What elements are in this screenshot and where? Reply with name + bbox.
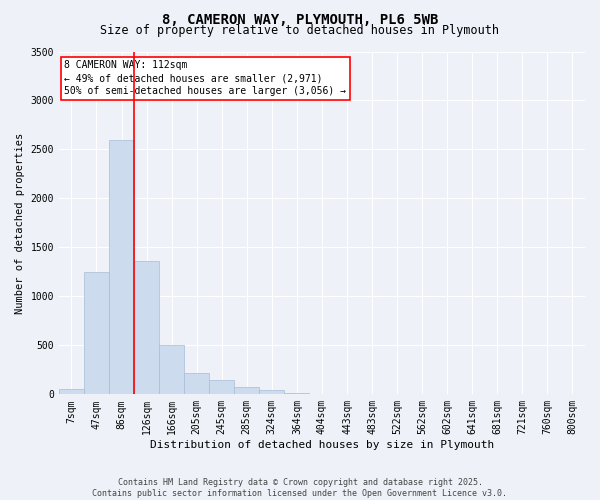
Bar [284,393,310,394]
Text: Contains HM Land Registry data © Crown copyright and database right 2025.
Contai: Contains HM Land Registry data © Crown c… [92,478,508,498]
Bar [84,272,109,394]
Bar [159,346,184,395]
X-axis label: Distribution of detached houses by size in Plymouth: Distribution of detached houses by size … [150,440,494,450]
Bar [59,389,84,394]
Bar [134,261,159,394]
Text: Size of property relative to detached houses in Plymouth: Size of property relative to detached ho… [101,24,499,37]
Bar [209,380,234,394]
Text: 8 CAMERON WAY: 112sqm
← 49% of detached houses are smaller (2,971)
50% of semi-d: 8 CAMERON WAY: 112sqm ← 49% of detached … [64,60,346,96]
Bar [184,374,209,394]
Bar [234,388,259,394]
Text: 8, CAMERON WAY, PLYMOUTH, PL6 5WB: 8, CAMERON WAY, PLYMOUTH, PL6 5WB [162,12,438,26]
Bar [259,390,284,394]
Bar [109,140,134,394]
Y-axis label: Number of detached properties: Number of detached properties [15,132,25,314]
